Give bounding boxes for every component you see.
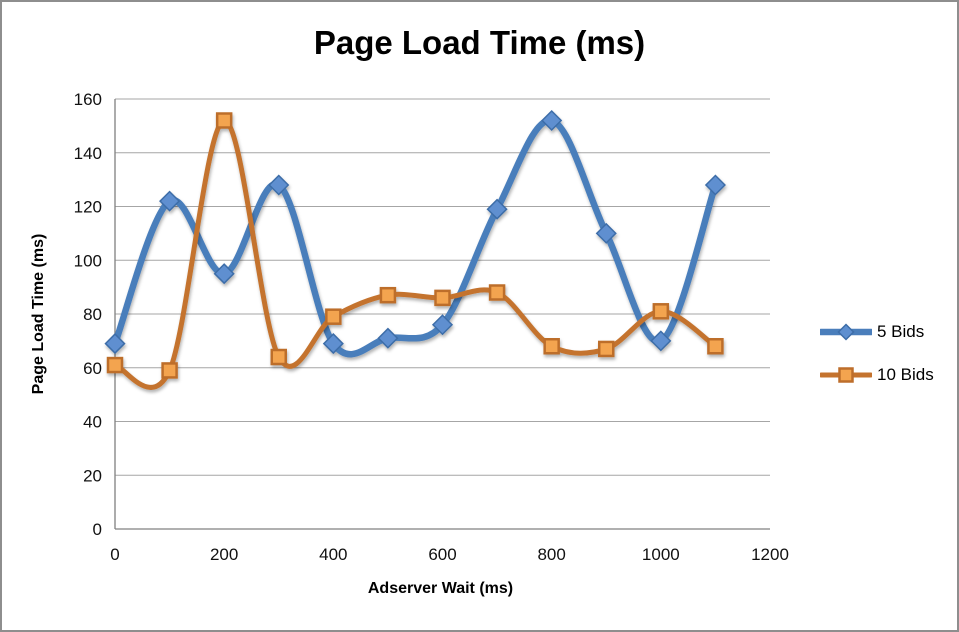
legend-label-10-bids: 10 Bids	[877, 365, 934, 384]
y-axis-title: Page Load Time (ms)	[30, 233, 47, 395]
x-tick-label: 400	[319, 545, 347, 564]
y-tick-label: 140	[74, 144, 102, 163]
y-tick-label: 160	[74, 90, 102, 109]
series-10-bids	[106, 112, 724, 390]
x-axis-title: Adserver Wait (ms)	[367, 580, 514, 597]
y-tick-label: 60	[83, 359, 102, 378]
legend-item-5-bids: 5 Bids	[820, 322, 934, 342]
x-tick-label: 600	[428, 545, 456, 564]
x-tick-label: 1000	[642, 545, 680, 564]
series-5-bids	[104, 109, 726, 358]
y-tick-label: 40	[83, 413, 102, 432]
legend-label-5-bids: 5 Bids	[877, 322, 925, 341]
y-tick-label: 20	[83, 466, 102, 485]
x-tick-label: 1200	[751, 545, 789, 564]
legend-item-10-bids: 10 Bids	[820, 365, 934, 385]
y-tick-label: 100	[74, 251, 102, 270]
legend: 5 Bids 10 Bids	[820, 322, 934, 385]
chart-title: Page Load Time (ms)	[313, 24, 646, 61]
legend-sample-10-bids-icon	[820, 367, 872, 383]
x-tick-label: 800	[537, 545, 565, 564]
y-tick-label: 80	[83, 305, 102, 324]
x-tick-label: 200	[210, 545, 238, 564]
x-tick-label: 0	[110, 545, 119, 564]
legend-sample-5-bids-icon	[820, 323, 872, 341]
y-tick-label: 0	[93, 520, 102, 539]
y-tick-label: 120	[74, 198, 102, 217]
